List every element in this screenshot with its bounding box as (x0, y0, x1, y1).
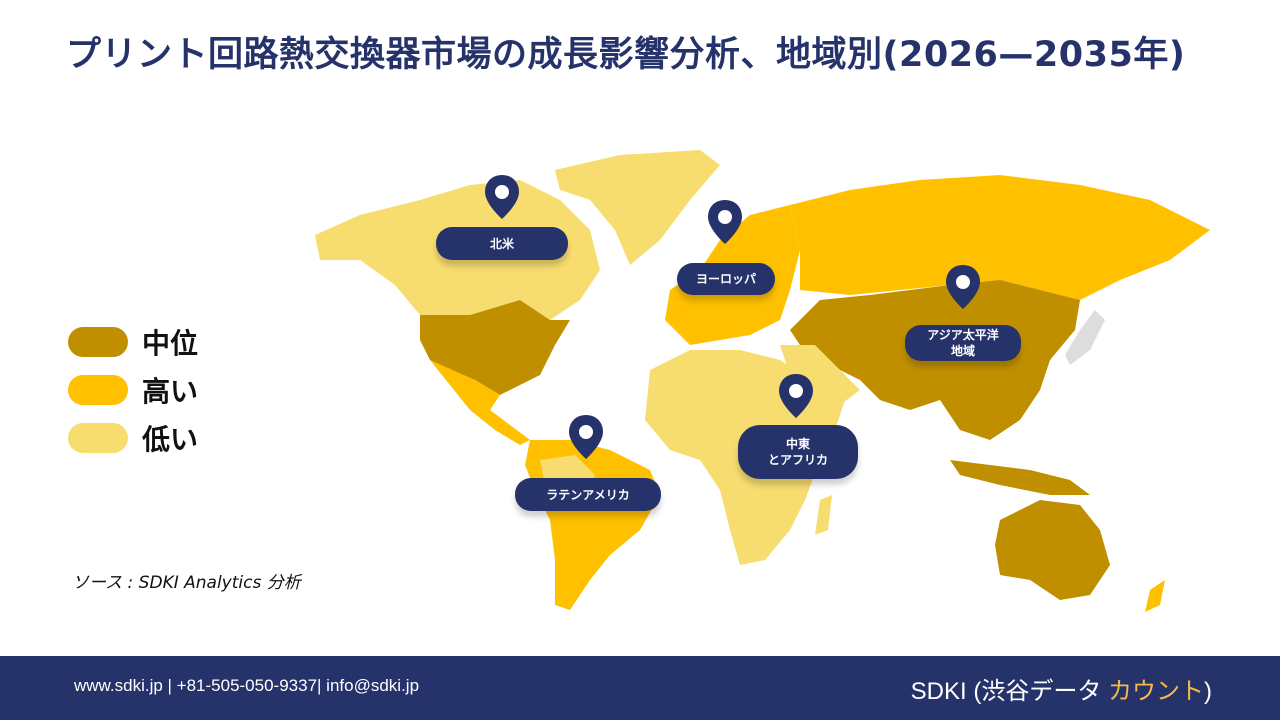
region-middle-east (780, 345, 860, 405)
footer: www.sdki.jp | +81-505-050-9337| info@sdk… (0, 656, 1280, 720)
brand-main: SDKI (渋谷データ (910, 678, 1108, 705)
pin-label-europe[interactable]: ヨーロッパ (677, 263, 775, 295)
pin-label-line: とアフリカ (767, 453, 828, 467)
brand-logo: SDKI (渋谷データ カウント) (911, 671, 1212, 706)
map-pin-icon[interactable] (705, 198, 745, 246)
pin-label-asia-pacific[interactable]: アジア太平洋 地域 (905, 325, 1021, 361)
map-pin-icon[interactable] (776, 372, 816, 420)
region-japan (1065, 310, 1105, 365)
pin-label-latin-america[interactable]: ラテンアメリカ (515, 478, 661, 511)
region-russia (790, 175, 1210, 300)
pin-label-north-america[interactable]: 北米 (436, 227, 568, 260)
region-greenland (555, 150, 720, 265)
contact-info[interactable]: www.sdki.jp | +81-505-050-9337| info@sdk… (74, 676, 420, 695)
legend-item-mid: 中位 (68, 318, 198, 366)
region-new-zealand (1145, 580, 1165, 612)
world-map (315, 150, 1210, 612)
legend-swatch (68, 327, 128, 357)
region-usa (420, 300, 570, 395)
legend-item-low: 低い (68, 414, 198, 462)
brand-close: ) (1204, 678, 1212, 705)
legend-swatch (68, 423, 128, 453)
legend: 中位 高い 低い (68, 318, 198, 462)
region-mexico (430, 360, 530, 445)
pin-label-line: アジア太平洋 (927, 328, 999, 342)
legend-swatch (68, 375, 128, 405)
pin-label-line: 地域 (950, 344, 975, 358)
source-note: ソース : SDKI Analytics 分析 (72, 573, 301, 593)
pin-label-line: 中東 (785, 437, 810, 451)
map-pin-icon[interactable] (566, 413, 606, 461)
region-australia (995, 500, 1110, 600)
page-title: プリント回路熱交換器市場の成長影響分析、地域別(2026—2035年) (66, 35, 1186, 75)
brand-accent: カウント (1108, 678, 1204, 705)
legend-label: 低い (142, 423, 199, 456)
legend-label: 高い (142, 375, 199, 408)
pin-label-middle-east-africa[interactable]: 中東 とアフリカ (738, 425, 858, 479)
map-pin-icon[interactable] (482, 173, 522, 221)
legend-label: 中位 (142, 327, 199, 360)
region-indonesia (950, 460, 1090, 495)
map-pin-icon[interactable] (943, 263, 983, 311)
region-madagascar (815, 495, 832, 535)
legend-item-high: 高い (68, 366, 198, 414)
